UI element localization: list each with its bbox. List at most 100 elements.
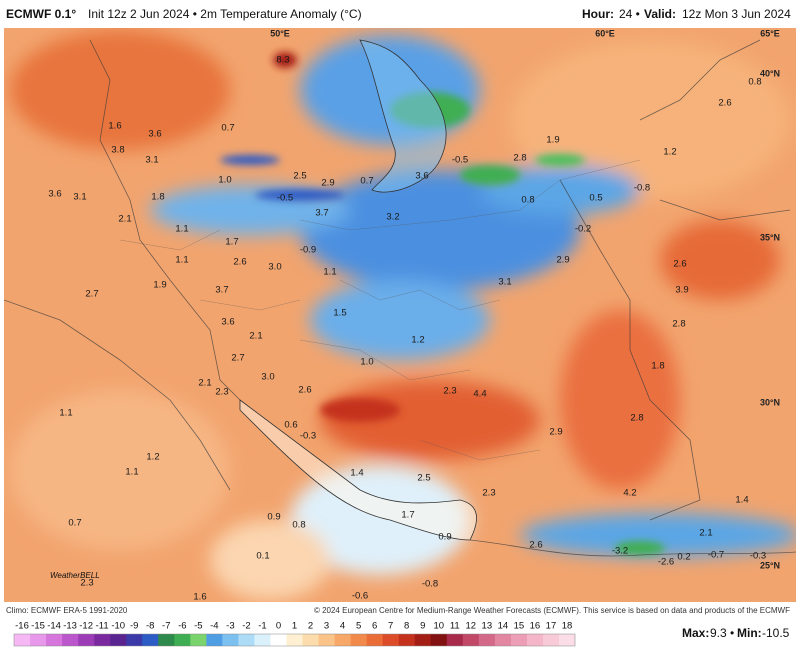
map-value: 2.6	[529, 540, 542, 551]
colorbar-swatch	[366, 634, 383, 646]
border	[639, 39, 791, 221]
map-value: 3.1	[498, 277, 511, 288]
border	[559, 179, 701, 521]
map-value: 3.6	[148, 129, 161, 140]
map-value: 0.8	[748, 77, 761, 88]
map-value: 1.6	[193, 592, 206, 603]
map-value: -0.2	[575, 224, 591, 235]
map-value: 3.6	[48, 189, 61, 200]
colorbar-label: 9	[420, 621, 425, 632]
map-value: 2.8	[630, 413, 643, 424]
map-value: 0.8	[521, 195, 534, 206]
max-value: 9.3 •	[710, 626, 734, 640]
colorbar-label: -6	[178, 621, 186, 632]
map-value: 2.3	[443, 386, 456, 397]
map-value: 2.5	[417, 473, 430, 484]
max-label: Max:	[682, 626, 709, 640]
colorbar-swatch	[206, 634, 223, 646]
colorbar-swatch	[126, 634, 143, 646]
map-value: 2.6	[718, 98, 731, 109]
colorbar-swatch	[94, 634, 111, 646]
colorbar-swatch	[462, 634, 480, 646]
colorbar-label: 18	[562, 621, 573, 632]
colorbar-label: 1	[292, 621, 297, 632]
colorbar-label: -8	[146, 621, 154, 632]
map-value: 2.9	[556, 255, 569, 266]
map-value: 0.8	[292, 520, 305, 531]
colorbar-swatch	[46, 634, 63, 646]
coordinate-label: 60°E	[595, 28, 615, 38]
map-value: 3.0	[261, 372, 274, 383]
colorbar-label: 12	[466, 621, 477, 632]
map-value: 2.3	[482, 488, 495, 499]
coordinate-label: 35°N	[760, 232, 780, 242]
map-value: 4.4	[473, 389, 486, 400]
colorbar-label: 14	[498, 621, 509, 632]
map-value: 3.6	[221, 317, 234, 328]
map-value: 2.3	[215, 387, 228, 398]
map-value: 0.1	[256, 551, 269, 562]
coordinate-label: 30°N	[760, 397, 780, 407]
colorbar-label: 15	[514, 621, 525, 632]
colorbar: -16 -15 -14 -13 -12 -11 -10 -9 -8 -7 -6 -5 -4 -3 -2 -1 0…	[13, 621, 576, 647]
map-labels: 8.3 0.8 2.6 1.2 1.9 0.7 3.6 1.6 3.8 3.1 -0.5 2.8 3.6…	[48, 55, 766, 603]
map-value: 2.6	[233, 257, 246, 268]
map-value: 0.7	[221, 123, 234, 134]
colorbar-swatch	[286, 634, 303, 646]
colorbar-label: 17	[546, 621, 557, 632]
model-name: ECMWF 0.1°	[6, 7, 76, 21]
colorbar-swatch	[190, 634, 207, 646]
colorbar-label: -5	[194, 621, 202, 632]
persian-gulf	[239, 399, 477, 541]
map-value: 4.2	[623, 488, 636, 499]
colorbar-label: 10	[433, 621, 444, 632]
map-value: 0.2	[677, 552, 690, 563]
colorbar-label: -7	[162, 621, 170, 632]
hour-label: Hour:	[582, 7, 614, 21]
map-value: 1.9	[153, 280, 166, 291]
colorbar-swatch	[510, 634, 528, 646]
border	[4, 299, 231, 491]
colorbar-label: -13	[63, 621, 77, 632]
map-value: 1.5	[333, 308, 346, 319]
map-value: 2.3	[80, 578, 93, 589]
colorbar-label: -10	[111, 621, 125, 632]
colorbar-frame	[13, 633, 576, 647]
colorbar-label: -12	[79, 621, 93, 632]
colorbar-swatch	[238, 634, 255, 646]
colorbar-swatch	[110, 634, 127, 646]
colorbar-swatch	[270, 634, 287, 646]
init-info: Init 12z 2 Jun 2024 • 2m Temperature Ano…	[88, 7, 362, 21]
colorbar-swatch	[302, 634, 319, 646]
footer-right: © 2024 European Centre for Medium-Range …	[314, 606, 790, 615]
colorbar-swatch	[142, 634, 159, 646]
map-value: 2.1	[118, 214, 131, 225]
colorbar-label: 7	[388, 621, 393, 632]
map-value: 2.7	[85, 289, 98, 300]
map-value: 8.3	[276, 55, 289, 66]
colorbar-swatch	[558, 634, 576, 646]
map-value: 2.1	[198, 378, 211, 389]
colorbar-label: 5	[356, 621, 361, 632]
map-value: 3.8	[111, 145, 124, 156]
colorbar-swatch	[446, 634, 464, 646]
map-value: 0.7	[68, 518, 81, 529]
coordinate-label: 50°E	[270, 28, 290, 38]
map-value: 1.1	[323, 267, 336, 278]
colorbar-label: 6	[372, 621, 377, 632]
coastline	[469, 539, 796, 557]
map-value: -0.5	[277, 193, 293, 204]
hour: 24 •	[619, 7, 640, 21]
colorbar-swatch	[526, 634, 544, 646]
border	[89, 39, 241, 401]
map-value: 3.7	[215, 285, 228, 296]
colorbar-label: 16	[530, 621, 541, 632]
map-value: 1.8	[651, 361, 664, 372]
map-value: 1.2	[411, 335, 424, 346]
map-value: 3.9	[675, 285, 688, 296]
map-value: 2.1	[699, 528, 712, 539]
colorbar-swatch	[414, 634, 432, 646]
colorbar-swatch	[78, 634, 95, 646]
province-line	[299, 159, 641, 231]
